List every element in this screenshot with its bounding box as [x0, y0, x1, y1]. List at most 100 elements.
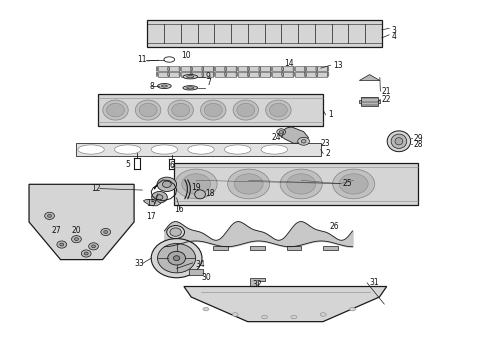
Ellipse shape [57, 241, 67, 248]
Ellipse shape [237, 103, 255, 117]
Ellipse shape [191, 67, 192, 71]
Ellipse shape [316, 72, 318, 77]
Text: 32: 32 [252, 280, 262, 289]
Ellipse shape [279, 131, 283, 134]
Ellipse shape [277, 129, 286, 135]
Ellipse shape [266, 100, 291, 120]
Ellipse shape [259, 67, 261, 71]
Bar [294, 67, 305, 71]
Ellipse shape [304, 67, 306, 71]
Ellipse shape [156, 72, 158, 77]
Bar [189, 269, 203, 275]
Ellipse shape [168, 67, 169, 71]
Ellipse shape [261, 145, 288, 154]
Text: 5: 5 [125, 160, 130, 169]
Bar [272, 72, 282, 77]
Ellipse shape [106, 103, 124, 117]
Ellipse shape [282, 72, 283, 77]
Bar [180, 67, 191, 71]
Ellipse shape [202, 67, 203, 71]
Text: 4: 4 [392, 32, 396, 41]
Ellipse shape [298, 137, 310, 145]
Bar [318, 67, 327, 71]
Ellipse shape [327, 67, 329, 71]
Ellipse shape [270, 72, 272, 77]
Text: 10: 10 [181, 51, 191, 60]
Ellipse shape [262, 315, 268, 319]
Bar [283, 67, 293, 71]
Bar [260, 72, 270, 77]
Ellipse shape [293, 72, 294, 77]
Ellipse shape [60, 243, 64, 246]
Ellipse shape [183, 75, 197, 79]
Ellipse shape [157, 177, 176, 192]
Ellipse shape [115, 145, 141, 154]
Polygon shape [359, 75, 380, 81]
Ellipse shape [172, 103, 190, 117]
Ellipse shape [151, 239, 202, 278]
Text: 13: 13 [333, 61, 343, 70]
Ellipse shape [291, 315, 297, 319]
Text: 9: 9 [206, 72, 211, 81]
Bar [180, 72, 191, 77]
Bar [169, 72, 179, 77]
Bar [283, 72, 293, 77]
Ellipse shape [45, 212, 54, 220]
Bar [203, 67, 213, 71]
Ellipse shape [81, 250, 91, 257]
Ellipse shape [191, 72, 192, 77]
Ellipse shape [175, 169, 217, 199]
Ellipse shape [287, 174, 316, 194]
Text: 23: 23 [321, 139, 330, 148]
Text: 29: 29 [414, 134, 423, 143]
Text: 14: 14 [284, 59, 294, 68]
Polygon shape [29, 184, 134, 260]
Bar [306, 72, 316, 77]
Polygon shape [250, 278, 265, 287]
Ellipse shape [183, 86, 197, 90]
Text: 19: 19 [191, 183, 201, 192]
Ellipse shape [156, 67, 158, 71]
Text: 3: 3 [392, 26, 396, 35]
Ellipse shape [395, 138, 403, 145]
Bar [192, 67, 202, 71]
Ellipse shape [167, 226, 185, 239]
Bar [176, 246, 191, 250]
Text: 17: 17 [147, 212, 156, 221]
Bar [147, 21, 382, 47]
Polygon shape [184, 287, 387, 321]
Ellipse shape [232, 313, 238, 316]
Ellipse shape [213, 67, 215, 71]
Text: 28: 28 [414, 140, 423, 149]
Ellipse shape [92, 245, 96, 248]
Ellipse shape [152, 192, 167, 203]
Bar [260, 67, 270, 71]
Bar [215, 72, 225, 77]
Bar [238, 72, 247, 77]
Ellipse shape [104, 230, 108, 233]
Ellipse shape [139, 103, 157, 117]
Ellipse shape [224, 72, 226, 77]
Ellipse shape [187, 87, 194, 89]
Ellipse shape [158, 243, 196, 273]
Bar [215, 67, 225, 71]
Bar [226, 72, 236, 77]
Text: 24: 24 [272, 133, 281, 142]
Bar [192, 72, 202, 77]
Text: 30: 30 [201, 273, 211, 282]
Text: 22: 22 [382, 95, 392, 104]
Ellipse shape [247, 67, 249, 71]
Bar [250, 246, 265, 250]
Ellipse shape [228, 169, 270, 199]
Text: 11: 11 [138, 55, 147, 64]
Text: 33: 33 [134, 259, 144, 268]
Ellipse shape [349, 307, 355, 311]
Ellipse shape [162, 181, 171, 188]
Ellipse shape [293, 67, 294, 71]
Ellipse shape [233, 100, 259, 120]
Bar [169, 67, 179, 71]
Bar [249, 67, 259, 71]
Ellipse shape [327, 72, 329, 77]
Text: 27: 27 [52, 226, 62, 235]
Ellipse shape [387, 131, 411, 152]
